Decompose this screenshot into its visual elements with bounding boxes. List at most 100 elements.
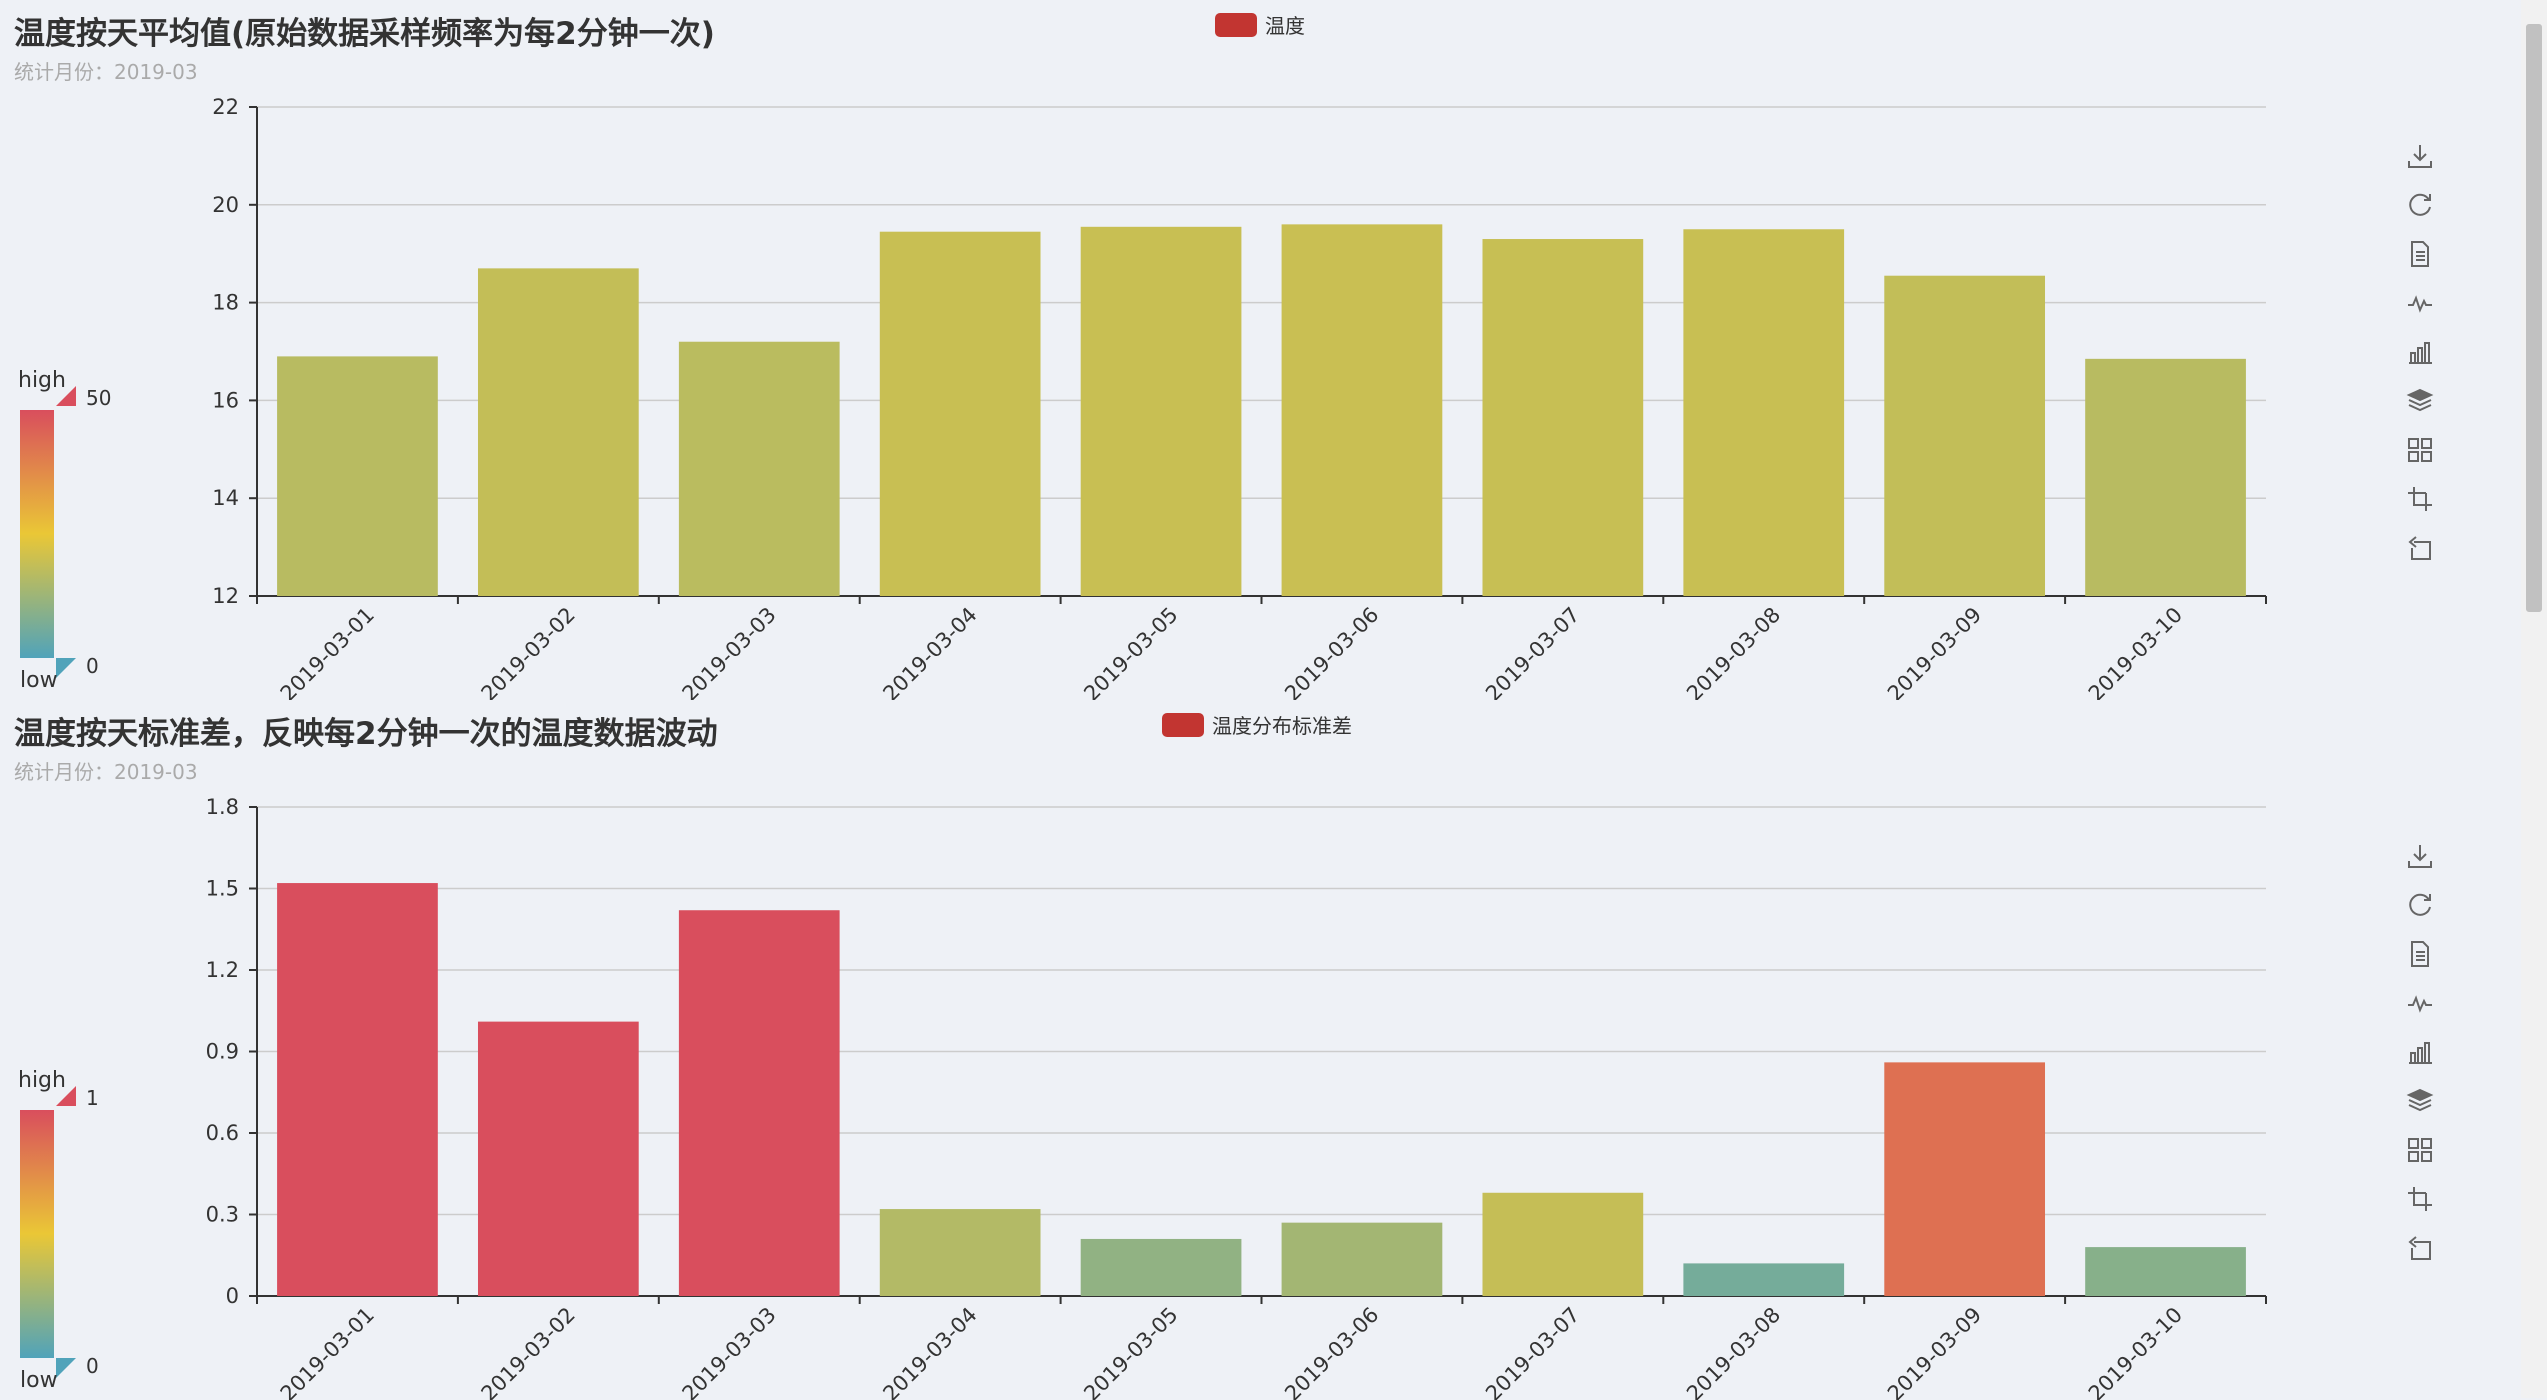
visual-map-max-value: 1 [86,1086,99,1110]
visual-map-min-value: 0 [86,654,99,678]
bar-2019-03-09[interactable] [1884,275,2046,596]
visual-map-low-label: low [20,1368,58,1393]
x-tick-label: 2019-03-05 [1079,603,1182,700]
chart-title: 温度按天平均值(原始数据采样频率为每2分钟一次) [14,16,715,52]
y-tick-label: 1.8 [206,795,239,819]
y-tick-label: 0 [226,1284,239,1308]
visual-map-max-value: 50 [86,386,112,410]
zoom-icon[interactable] [2400,479,2440,519]
visual-map-min-handle[interactable] [56,658,76,678]
x-tick-label: 2019-03-07 [1481,1303,1584,1400]
x-tick-label: 2019-03-06 [1280,603,1383,700]
x-tick-label: 2019-03-08 [1682,1303,1785,1400]
bar-2019-03-01[interactable] [277,356,438,596]
bar-2019-03-08[interactable] [1683,1263,1845,1296]
x-tick-label: 2019-03-10 [2084,603,2187,700]
bar-2019-03-03[interactable] [678,910,840,1296]
chart-subtitle: 统计月份：2019-03 [14,760,198,784]
page-scrollbar[interactable] [2521,0,2547,1398]
x-tick-label: 2019-03-03 [678,603,781,700]
bar-2019-03-07[interactable] [1482,239,1644,596]
scrollbar-thumb[interactable] [2526,24,2542,612]
stack-icon[interactable] [2400,1081,2440,1121]
y-tick-label: 22 [212,95,239,119]
legend-item-std[interactable]: 温度分布标准差 [1162,710,1352,739]
visual-map-max-handle[interactable] [56,1086,76,1106]
download-icon[interactable] [2400,836,2440,876]
x-tick-label: 2019-03-01 [276,1303,379,1400]
zoom-icon[interactable] [2400,1179,2440,1219]
bar-2019-03-10[interactable] [2085,358,2246,596]
x-tick-label: 2019-03-04 [878,1303,981,1400]
bar-2019-03-05[interactable] [1080,226,1242,596]
y-tick-label: 20 [212,193,239,217]
data-view-icon[interactable] [2400,234,2440,274]
stack-icon[interactable] [2400,381,2440,421]
bar-2019-03-01[interactable] [277,883,438,1296]
x-tick-label: 2019-03-01 [276,603,379,700]
line-chart-icon[interactable] [2400,283,2440,323]
bar-2019-03-05[interactable] [1080,1238,1242,1296]
std-bar-plot: 0 0.3 0.6 0.9 1.2 1.5 1.8 2019-03-01 2019-03-02 2… [206,795,2267,1400]
bar-chart-icon[interactable] [2400,1032,2440,1072]
visual-map-min-handle[interactable] [56,1358,76,1378]
legend-label: 温度 [1265,14,1305,38]
y-tick-label: 1.2 [206,958,239,982]
tiled-icon[interactable] [2400,1130,2440,1170]
temperature-mean-chart: 12 14 16 18 20 22 2019-03-01 2019-03-02 2019-03-… [14,10,2440,700]
bar-2019-03-03[interactable] [678,341,840,596]
x-tick-label: 2019-03-04 [878,603,981,700]
visual-map[interactable]: high 1 0 low [18,1068,138,1400]
temperature-std-chart: 0 0.3 0.6 0.9 1.2 1.5 1.8 2019-03-01 2019-03-02 2… [0,700,2547,1400]
x-tick-label: 2019-03-05 [1079,1303,1182,1400]
bar-2019-03-09[interactable] [1884,1062,2046,1296]
mean-bar-plot: 12 14 16 18 20 22 2019-03-01 2019-03-02 2019-03-… [212,95,2267,700]
toolbox [2400,836,2440,1277]
y-tick-label: 0.3 [206,1203,239,1227]
legend-swatch [1215,12,1257,37]
y-tick-label: 16 [212,388,239,412]
x-tick-label: 2019-03-08 [1682,603,1785,700]
legend-label: 温度分布标准差 [1212,714,1352,738]
x-tick-label: 2019-03-09 [1883,603,1986,700]
bar-chart-icon[interactable] [2400,332,2440,372]
y-tick-label: 0.6 [206,1121,239,1145]
line-chart-icon[interactable] [2400,983,2440,1023]
legend-swatch [1162,712,1204,737]
bar-2019-03-04[interactable] [879,1209,1041,1296]
bar-2019-03-02[interactable] [477,268,639,596]
bar-2019-03-06[interactable] [1281,224,1443,597]
chart-subtitle: 统计月份：2019-03 [14,60,198,84]
tiled-icon[interactable] [2400,430,2440,470]
zoom-reset-icon[interactable] [2400,528,2440,568]
x-tick-label: 2019-03-09 [1883,1303,1986,1400]
refresh-icon[interactable] [2400,185,2440,225]
bar-2019-03-08[interactable] [1683,229,1845,596]
visual-map-min-value: 0 [86,1354,99,1378]
visual-map-max-handle[interactable] [56,386,76,406]
bar-2019-03-04[interactable] [879,231,1041,596]
toolbox [2400,136,2440,577]
visual-map-gradient[interactable] [20,1110,54,1358]
x-tick-label: 2019-03-02 [477,603,580,700]
refresh-icon[interactable] [2400,885,2440,925]
data-view-icon[interactable] [2400,934,2440,974]
x-tick-label: 2019-03-07 [1481,603,1584,700]
chart-title: 温度按天标准差，反映每2分钟一次的温度数据波动 [14,716,718,752]
zoom-reset-icon[interactable] [2400,1228,2440,1268]
x-tick-label: 2019-03-02 [477,1303,580,1400]
bar-2019-03-07[interactable] [1482,1192,1644,1296]
x-tick-label: 2019-03-10 [2084,1303,2187,1400]
legend-item-temperature[interactable]: 温度 [1215,10,1305,39]
x-tick-label: 2019-03-06 [1280,1303,1383,1400]
y-tick-label: 14 [212,486,239,510]
x-tick-label: 2019-03-03 [678,1303,781,1400]
bar-2019-03-02[interactable] [477,1021,639,1296]
bar-2019-03-06[interactable] [1281,1222,1443,1296]
bar-2019-03-10[interactable] [2085,1247,2246,1296]
visual-map[interactable]: high 50 0 low [18,368,138,700]
download-icon[interactable] [2400,136,2440,176]
visual-map-low-label: low [20,668,58,693]
y-tick-label: 1.5 [206,877,239,901]
visual-map-gradient[interactable] [20,410,54,658]
